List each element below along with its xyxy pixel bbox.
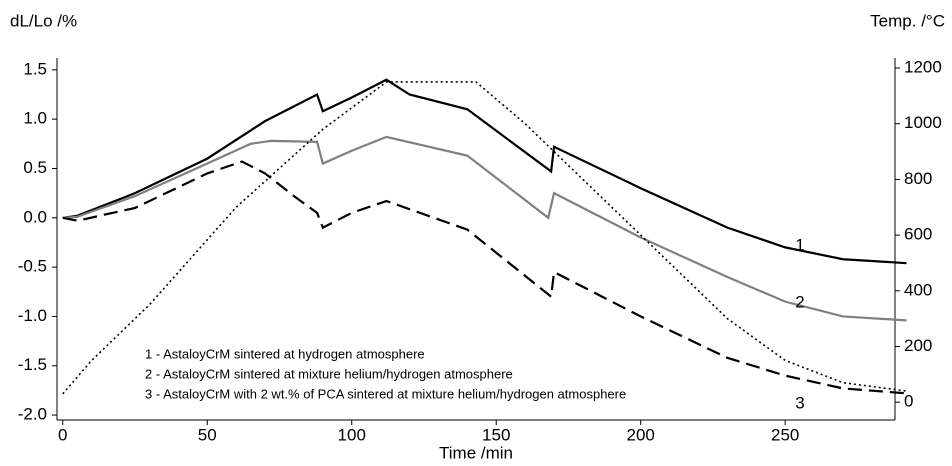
y-tick-label: -1.5 bbox=[18, 355, 47, 374]
annotation: 3 bbox=[795, 393, 804, 412]
series-line bbox=[62, 81, 907, 395]
annotation: 1 bbox=[795, 235, 804, 254]
y2-tick-label: 1200 bbox=[904, 58, 942, 77]
y2-tick-label: 0 bbox=[904, 392, 913, 411]
y2-tick-label: 1000 bbox=[904, 113, 942, 132]
x-tick-label: 50 bbox=[198, 425, 217, 444]
series-line bbox=[62, 160, 907, 395]
y-tick-label: -1.0 bbox=[18, 306, 47, 325]
legend-entry: 2 - AstaloyCrM sintered at mixture heliu… bbox=[145, 366, 513, 381]
legend-entry: 3 - AstaloyCrM with 2 wt.% of PCA sinter… bbox=[145, 386, 626, 401]
x-tick-label: 100 bbox=[338, 425, 366, 444]
legend-entry: 1 - AstaloyCrM sintered at hydrogen atmo… bbox=[145, 346, 425, 361]
y-tick-label: -2.0 bbox=[18, 405, 47, 424]
y-tick-label: 0.5 bbox=[23, 158, 47, 177]
series-line bbox=[62, 135, 907, 322]
x-tick-label: 200 bbox=[627, 425, 655, 444]
y2-axis-label: Temp. /°C bbox=[870, 11, 945, 30]
y-tick-label: 0.0 bbox=[23, 207, 47, 226]
y2-tick-label: 200 bbox=[904, 336, 932, 355]
y-tick-label: 1.0 bbox=[23, 109, 47, 128]
y-tick-label: 1.5 bbox=[23, 59, 47, 78]
x-tick-label: 150 bbox=[482, 425, 510, 444]
y-axis-label: dL/Lo /% bbox=[10, 11, 77, 30]
x-tick-label: 0 bbox=[58, 425, 67, 444]
y2-tick-label: 600 bbox=[904, 225, 932, 244]
x-tick-label: 250 bbox=[771, 425, 799, 444]
y2-tick-label: 400 bbox=[904, 280, 932, 299]
annotation: 2 bbox=[795, 292, 804, 311]
y-tick-label: -0.5 bbox=[18, 257, 47, 276]
x-axis-label: Time /min bbox=[439, 443, 513, 462]
series-line bbox=[62, 78, 907, 265]
y2-tick-label: 800 bbox=[904, 169, 932, 188]
